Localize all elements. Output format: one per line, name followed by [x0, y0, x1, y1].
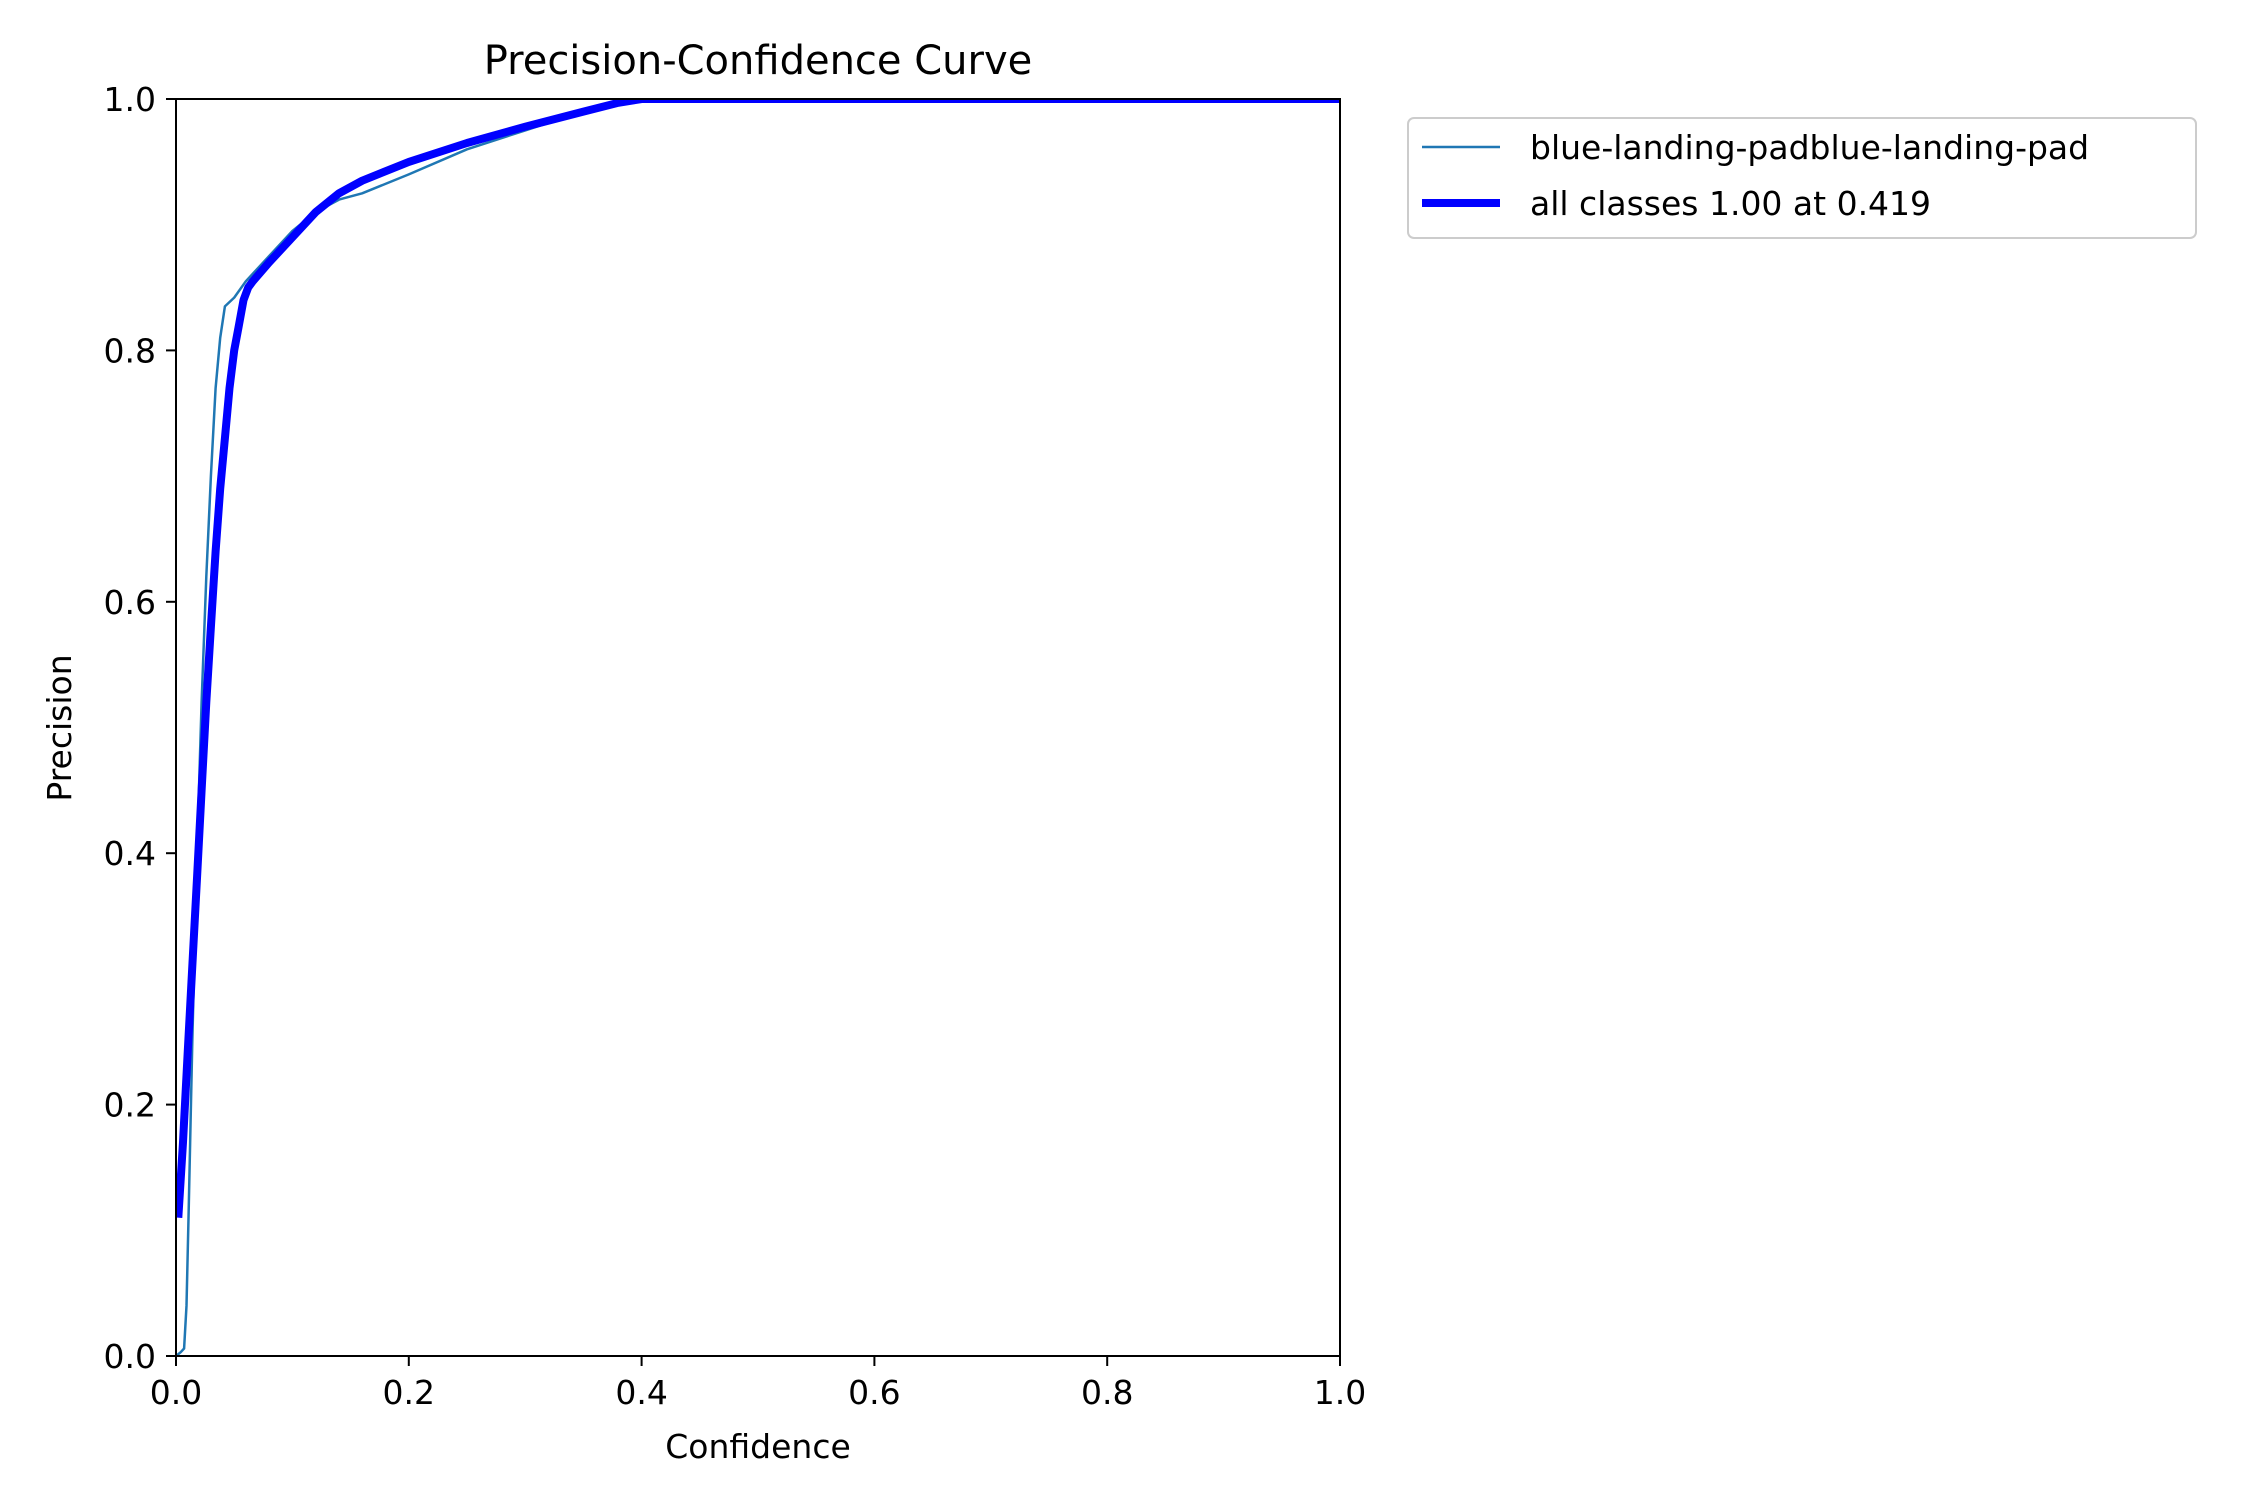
plot-frame [175, 98, 1341, 1357]
series-line-1 [176, 99, 1340, 1218]
y-tick-label: 0.6 [104, 583, 156, 622]
x-axis-label: Confidence [665, 1427, 851, 1466]
legend-label-series-0: blue-landing-padblue-landing-pad [1530, 128, 2089, 167]
y-axis-label: Precision [40, 654, 79, 801]
legend: blue-landing-padblue-landing-pad all cla… [1407, 117, 2197, 239]
x-tick-label: 0.4 [615, 1373, 667, 1412]
y-tick-label: 0.2 [104, 1086, 156, 1125]
legend-label-series-1: all classes 1.00 at 0.419 [1530, 184, 1931, 223]
y-tick-label: 1.0 [104, 80, 156, 119]
y-tick-label: 0.4 [104, 834, 156, 873]
plot-area [175, 98, 1341, 1357]
x-tick-label: 0.6 [848, 1373, 900, 1412]
x-tick-label: 0.2 [383, 1373, 435, 1412]
y-tick-label: 0.8 [104, 331, 156, 370]
x-tick-label: 0.8 [1081, 1373, 1133, 1412]
x-tick-label: 1.0 [1314, 1373, 1366, 1412]
x-tick-label: 0.0 [150, 1373, 202, 1412]
y-axis-ticks: 0.0 0.2 0.4 0.6 0.8 1.0 [104, 80, 176, 1376]
x-axis-ticks: 0.0 0.2 0.4 0.6 0.8 1.0 [150, 1356, 1366, 1412]
chart-title: Precision-Confidence Curve [484, 38, 1033, 84]
series-layer [176, 99, 1340, 1356]
legend-box [1407, 117, 2197, 239]
y-tick-label: 0.0 [104, 1337, 156, 1376]
